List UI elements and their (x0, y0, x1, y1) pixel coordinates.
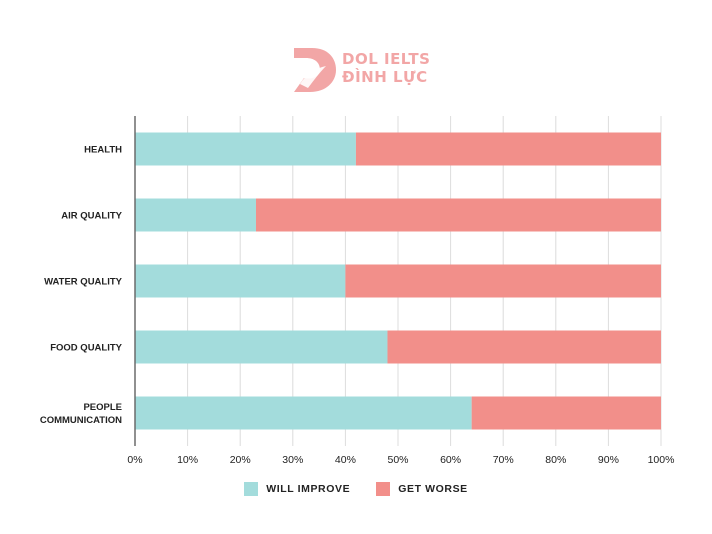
bar-will-improve (135, 330, 388, 364)
legend-label: GET WORSE (398, 483, 468, 495)
category-label: PEOPLE COMMUNICATION (40, 402, 122, 426)
logo-text-line1: DOL IELTS (342, 50, 431, 68)
bar-will-improve (135, 264, 346, 298)
x-tick-label: 80% (545, 454, 566, 466)
x-tick-label: 0% (127, 454, 142, 466)
category-label: AIR QUALITY (61, 211, 122, 222)
x-tick-label: 90% (598, 454, 619, 466)
bar-will-improve (135, 396, 472, 430)
x-tick-label: 70% (493, 454, 514, 466)
dol-logo-icon (294, 48, 336, 92)
bar-get-worse (345, 264, 661, 298)
category-label: HEALTH (84, 145, 122, 156)
category-label: FOOD QUALITY (50, 343, 122, 354)
legend-swatch (376, 482, 391, 496)
bar-will-improve (135, 198, 256, 232)
brand-logo: DOL IELTS ĐÌNH LỰC (290, 44, 440, 96)
bar-get-worse (355, 132, 661, 166)
bar-get-worse (471, 396, 661, 430)
x-tick-label: 40% (335, 454, 356, 466)
category-label: WATER QUALITY (44, 277, 123, 288)
legend-label: WILL IMPROVE (266, 483, 351, 495)
x-tick-label: 30% (282, 454, 303, 466)
bar-get-worse (387, 330, 661, 364)
bar-get-worse (255, 198, 662, 232)
legend-swatch (244, 482, 259, 496)
x-tick-labels: 0% 10% 20% 30% 40% 50% 60% 70% 80% 90% 100% (127, 454, 674, 466)
logo-text-line2: ĐÌNH LỰC (342, 68, 428, 86)
bar-will-improve (135, 132, 356, 166)
legend: WILL IMPROVE GET WORSE (0, 482, 712, 496)
bars (135, 132, 662, 430)
category-labels: HEALTH AIR QUALITY WATER QUALITY FOOD QUALI… (40, 145, 123, 427)
legend-item: WILL IMPROVE (244, 482, 350, 496)
x-tick-label: 50% (387, 454, 408, 466)
x-tick-label: 10% (177, 454, 198, 466)
x-tick-label: 20% (230, 454, 251, 466)
x-tick-label: 100% (648, 454, 675, 466)
legend-item: GET WORSE (376, 482, 468, 496)
x-tick-label: 60% (440, 454, 461, 466)
